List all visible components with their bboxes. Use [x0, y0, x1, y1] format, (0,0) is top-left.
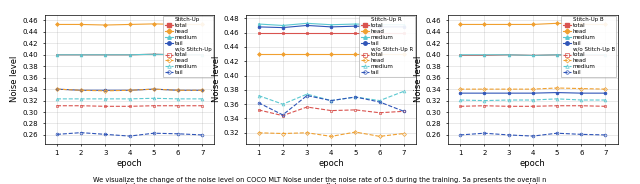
X-axis label: epoch: epoch: [520, 159, 546, 168]
Text: (b): (b): [324, 182, 338, 184]
Legend: Stitch-Up B, total, head, medium, tail, w/o Stitch-Up B, total, head, medium, ta: Stitch-Up B, total, head, medium, tail, …: [561, 16, 616, 77]
Legend: Stitch-Up R, total, head, medium, tail, w/o Stitch-Up R, total, head, medium, ta: Stitch-Up R, total, head, medium, tail, …: [359, 16, 415, 77]
X-axis label: epoch: epoch: [116, 159, 143, 168]
Text: (a): (a): [123, 182, 136, 184]
Y-axis label: Noise level: Noise level: [212, 56, 221, 102]
Legend: Stitch-Up, total, head, medium, tail, w/o Stitch-Up, total, head, medium, tail: Stitch-Up, total, head, medium, tail, w/…: [163, 16, 213, 77]
Y-axis label: Noise level: Noise level: [413, 56, 422, 102]
Y-axis label: Noise level: Noise level: [10, 56, 19, 102]
Text: (c): (c): [526, 182, 540, 184]
X-axis label: epoch: epoch: [318, 159, 344, 168]
Text: We visualize the change of the noise level on COCO MLT Noise under the noise rat: We visualize the change of the noise lev…: [93, 177, 547, 183]
